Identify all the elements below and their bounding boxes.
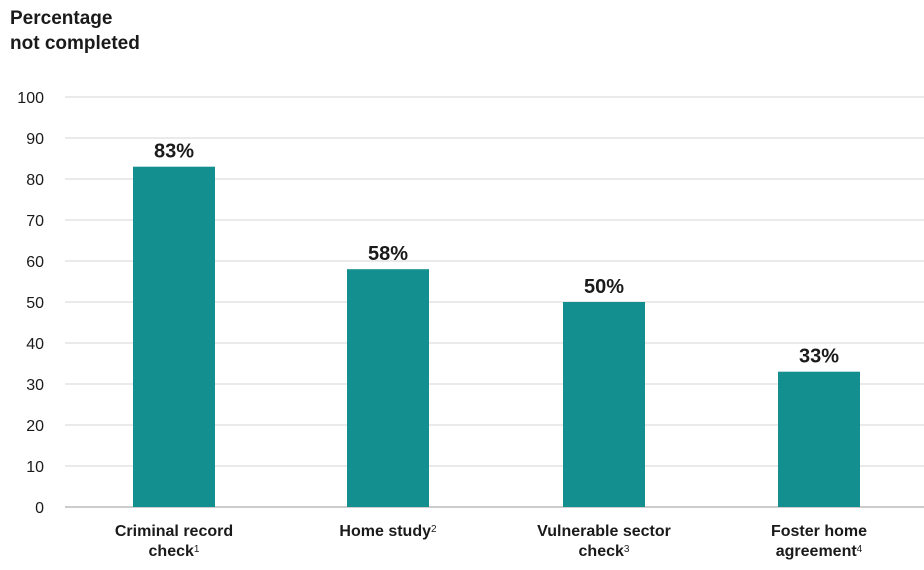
footnote-marker: 2 (431, 524, 437, 535)
category-label-line: check1 (84, 542, 264, 562)
category-label: Vulnerable sector check3 (514, 522, 694, 562)
category-label-text: check (578, 543, 624, 560)
category-label: Criminal record check1 (84, 522, 264, 562)
category-label-text: agreement (775, 543, 857, 560)
y-axis-title-line-1: Percentage (10, 8, 113, 29)
bar (347, 269, 429, 507)
data-label: 33% (799, 346, 839, 368)
data-label: 58% (368, 243, 408, 265)
category-label: Home study2 (298, 522, 478, 542)
y-tick-label: 30 (26, 377, 44, 394)
data-label: 50% (584, 276, 624, 298)
bar (133, 166, 215, 507)
y-axis-ticks: 0 10 20 30 40 50 60 70 80 90 100 (17, 90, 44, 517)
y-tick-label: 0 (35, 500, 44, 517)
category-label-text: Home study (339, 523, 431, 540)
y-axis-title-line-2: not completed (10, 33, 140, 54)
data-label: 83% (154, 141, 194, 163)
y-tick-label: 70 (26, 213, 44, 230)
y-tick-label: 60 (26, 254, 44, 271)
footnote-marker: 3 (623, 544, 630, 555)
data-labels: 83% 58% 50% 33% (154, 141, 839, 368)
category-label-line: Criminal record (84, 522, 264, 542)
y-tick-label: 90 (26, 131, 44, 148)
category-label-text: Criminal record (114, 523, 234, 540)
category-label-line: agreement4 (729, 542, 909, 562)
bar (563, 302, 645, 507)
category-label-line: Foster home (729, 522, 909, 542)
y-axis-title: Percentage not completed (10, 6, 310, 56)
bar (778, 371, 860, 507)
y-tick-label: 50 (26, 295, 44, 312)
y-tick-label: 40 (26, 336, 44, 353)
category-label-line: check3 (514, 542, 694, 562)
category-label-line: Home study2 (298, 522, 478, 542)
bars (133, 166, 860, 507)
y-tick-label: 80 (26, 172, 44, 189)
category-label-text: check (148, 543, 194, 560)
footnote-marker: 4 (856, 544, 863, 555)
y-tick-label: 100 (17, 90, 44, 107)
y-tick-label: 20 (26, 418, 44, 435)
footnote-marker: 1 (193, 544, 200, 555)
category-label: Foster home agreement4 (729, 522, 909, 562)
category-label-text: Vulnerable sector (537, 523, 671, 540)
y-tick-label: 10 (26, 459, 44, 476)
category-label-text: Foster home (770, 523, 867, 540)
category-label-line: Vulnerable sector (514, 522, 694, 542)
